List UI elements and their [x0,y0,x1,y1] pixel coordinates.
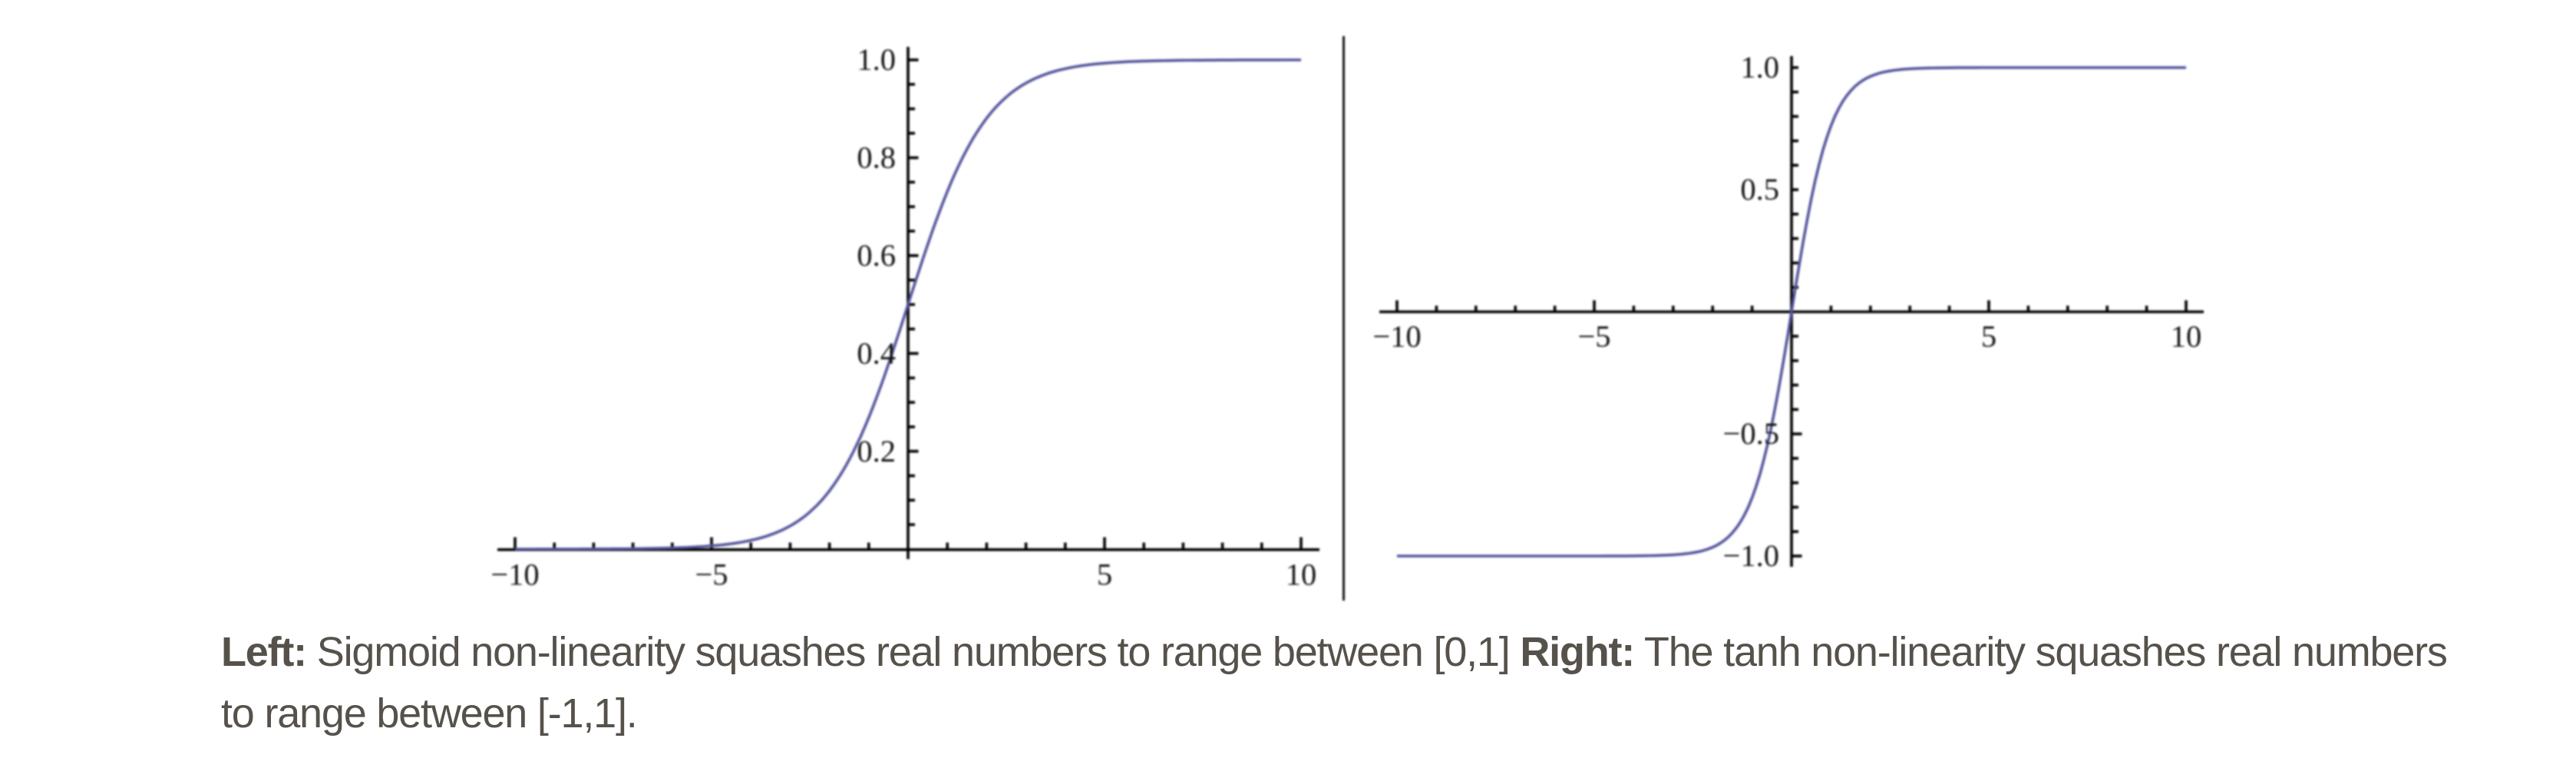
svg-text:−0.5: −0.5 [1723,416,1779,451]
svg-text:−5: −5 [1577,319,1610,354]
svg-text:10: 10 [2171,319,2202,354]
svg-text:0.6: 0.6 [857,238,896,273]
svg-text:5: 5 [1097,558,1112,592]
svg-text:5: 5 [1981,319,1996,354]
svg-text:10: 10 [1286,558,1317,592]
svg-text:0.5: 0.5 [1740,172,1779,207]
svg-text:0.4: 0.4 [857,336,896,370]
svg-text:−10: −10 [490,558,539,592]
svg-text:1.0: 1.0 [1740,50,1779,84]
svg-text:1.0: 1.0 [857,42,896,77]
svg-text:−1.0: −1.0 [1723,538,1779,573]
svg-text:−5: −5 [695,558,728,592]
svg-text:0.8: 0.8 [857,141,896,175]
svg-text:0.2: 0.2 [857,434,896,468]
svg-text:−10: −10 [1372,319,1421,354]
